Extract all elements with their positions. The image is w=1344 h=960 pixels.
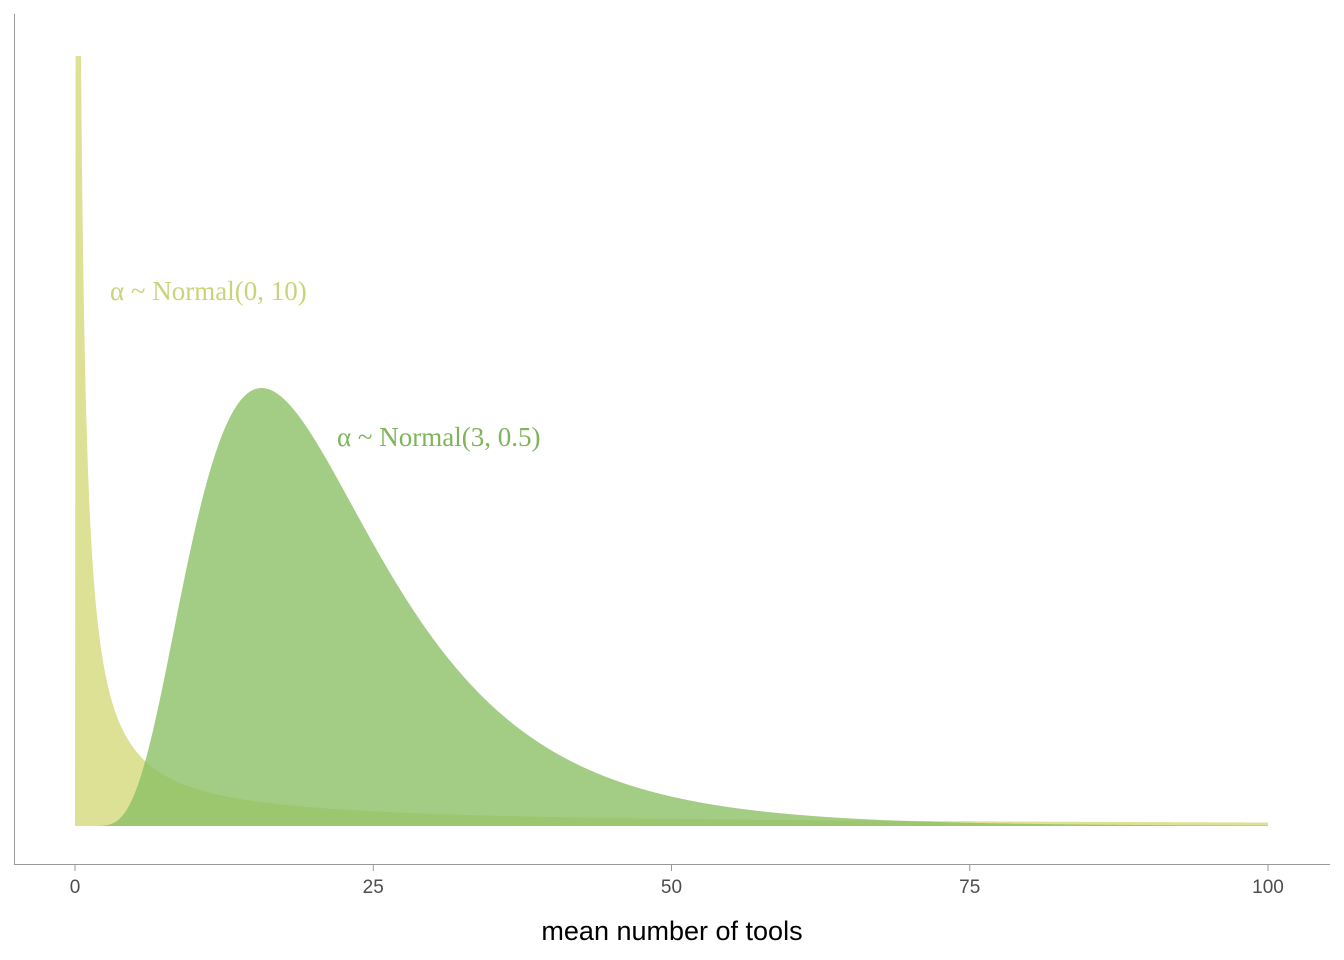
x-tick-label: 100	[1252, 877, 1284, 898]
x-axis-ticks: 0 25 50 75 100	[70, 864, 1284, 898]
x-axis-title: mean number of tools	[541, 916, 802, 946]
annotations: α ~ Normal(0, 10) α ~ Normal(3, 0.5)	[110, 276, 540, 452]
x-tick-label: 25	[363, 877, 384, 898]
annotation-normal-0-10: α ~ Normal(0, 10)	[110, 276, 307, 306]
x-tick-label: 75	[959, 877, 980, 898]
x-tick-label: 0	[70, 877, 81, 898]
density-areas	[75, 56, 1268, 826]
annotation-normal-3-0.5: α ~ Normal(3, 0.5)	[337, 422, 540, 452]
area-normal-3-0.5	[75, 388, 1268, 826]
x-tick-label: 50	[661, 877, 682, 898]
